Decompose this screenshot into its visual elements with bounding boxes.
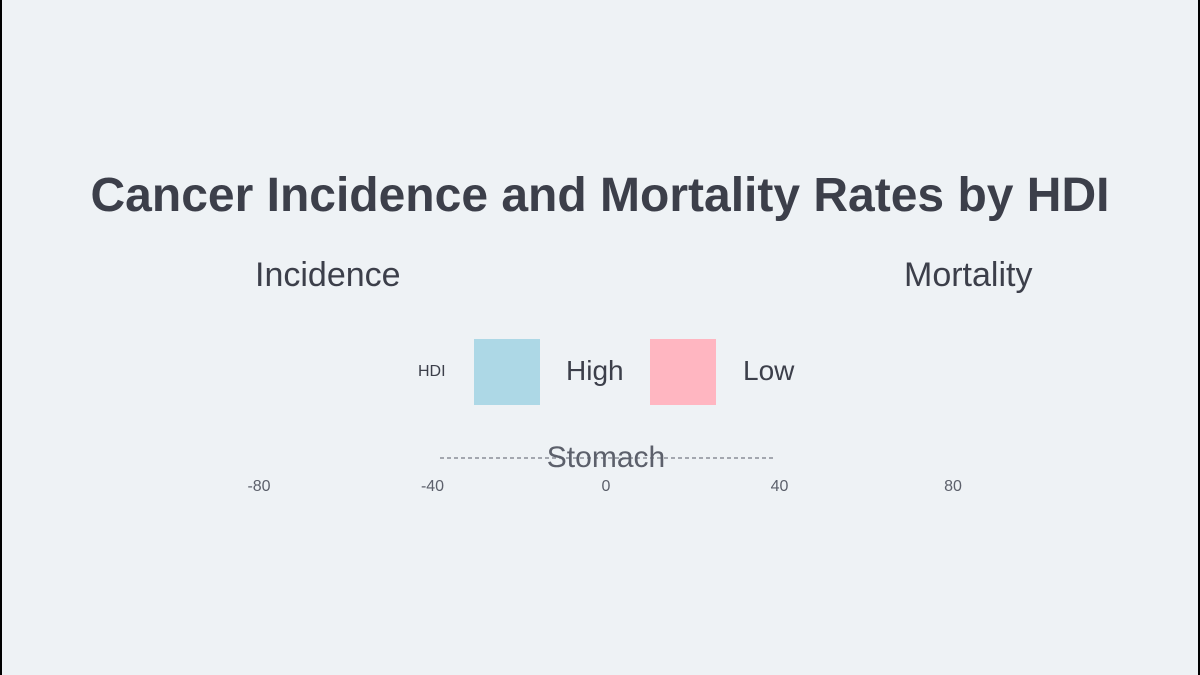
x-tick-label: 80 (944, 478, 962, 495)
x-tick-label: 40 (770, 478, 789, 495)
x-tick-label: -80 (247, 478, 271, 495)
legend-swatch-high (474, 339, 540, 405)
x-tick-label: -40 (420, 478, 445, 495)
panel-label-incidence: Incidence (255, 256, 401, 294)
legend-label-high: High (566, 355, 624, 386)
chart-title: Cancer Incidence and Mortality Rates by … (90, 169, 1110, 222)
legend-label-low: Low (743, 355, 795, 386)
category-label-stomach: Stomach (546, 441, 666, 474)
legend-title: HDI (418, 363, 446, 380)
legend-swatch-low (650, 339, 716, 405)
panel-label-mortality: Mortality (904, 256, 1033, 294)
x-tick-label: 0 (601, 478, 611, 495)
